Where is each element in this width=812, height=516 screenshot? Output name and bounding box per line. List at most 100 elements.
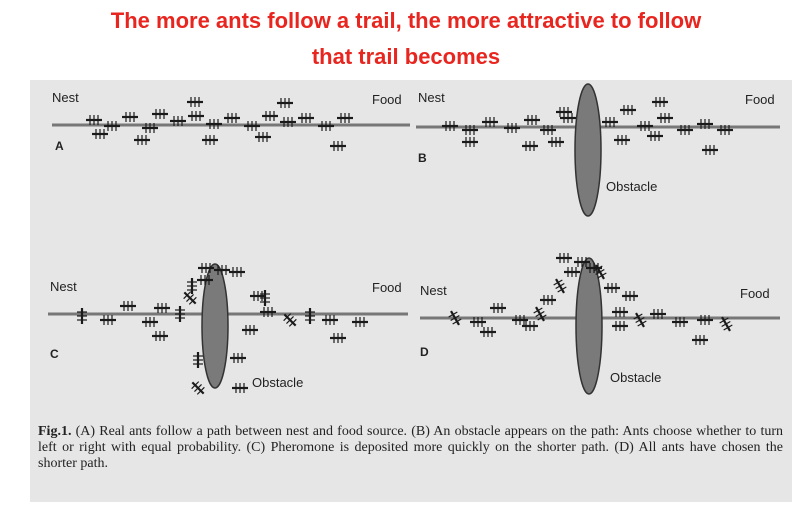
ant-icon [134,135,150,145]
ant-icon [647,131,663,141]
ant-icon [122,112,138,122]
ant-icon [183,291,197,305]
ant-icon [142,317,158,327]
ant-icon [564,267,580,277]
ant-icon [92,129,108,139]
nest-label-d: Nest [420,283,447,298]
panel-letter-a: A [55,139,64,153]
ant-icon [298,113,314,123]
ant-icon [650,309,666,319]
ant-icon [197,275,213,285]
ant-icon [677,125,693,135]
ant-icon [548,137,564,147]
ant-icon [657,113,673,123]
ant-icon [637,121,653,131]
ant-icon [522,321,538,331]
panel-b: Nest Food B Obstacle [416,83,780,217]
ant-icon [522,141,538,151]
ant-icon [330,141,346,151]
ant-icon [614,135,630,145]
obstacle-label-b: Obstacle [606,179,657,194]
obstacle-c [201,263,229,389]
panel-letter-b: B [418,151,427,165]
ant-icon [462,137,478,147]
ant-icon [692,335,708,345]
ant-icon [193,352,203,368]
ant-icon [187,278,197,294]
ant-icon [533,306,547,322]
ant-icon [206,119,222,129]
ant-icon [202,135,218,145]
ant-icon [86,115,102,125]
ant-icon [719,316,733,332]
ant-icon [448,310,462,326]
ant-icon [260,307,276,317]
panel-letter-d: D [420,345,429,359]
ant-icon [214,265,230,275]
nest-label-b: Nest [418,90,445,105]
obstacle-d [575,257,603,395]
ant-icon [77,308,87,324]
ant-icon [230,353,246,363]
food-label-c: Food [372,280,402,295]
ant-icon [229,267,245,277]
ant-icon [490,303,506,313]
ant-icon [612,307,628,317]
ants-group-d [448,253,733,345]
ant-icon [250,291,266,301]
ant-icon [553,278,567,294]
ant-icon [198,263,214,273]
ant-icon [277,98,293,108]
ant-icon [337,113,353,123]
food-label-a: Food [372,92,402,107]
ant-icon [620,105,636,115]
caption-text: (A) Real ants follow a path between nest… [38,424,783,471]
ant-icon [255,132,271,142]
ants-group-b [442,97,733,155]
ant-icon [524,115,540,125]
ant-icon [504,123,520,133]
ant-icon [604,283,620,293]
ant-icon [462,125,478,135]
panel-d: Nest Food D Obstacle [420,253,780,395]
ant-icon [224,113,240,123]
nest-label-c: Nest [50,279,77,294]
ant-icon [622,291,638,301]
ant-icon [100,315,116,325]
ant-icon [717,125,733,135]
ant-icon [586,263,602,273]
ant-icon [152,331,168,341]
ant-icon [442,121,458,131]
ant-icon [556,253,572,263]
title-line-1: The more ants follow a trail, the more a… [110,8,702,33]
ant-icon [612,321,628,331]
ants-group-a [86,97,353,151]
ant-icon [187,97,203,107]
ant-icon [120,301,136,311]
ant-icon [191,381,205,395]
food-label-d: Food [740,286,770,301]
panel-a: Nest Food A [52,90,410,153]
ant-icon [242,325,258,335]
ants-group-c [77,263,368,395]
ant-icon [260,290,270,306]
ant-icon [512,315,528,325]
ant-icon [702,145,718,155]
ant-icon [470,317,486,327]
ant-icon [540,295,556,305]
ant-icon [170,116,186,126]
obstacle-label-c: Obstacle [252,375,303,390]
ant-icon [244,121,260,131]
obstacle-label-d: Obstacle [610,370,661,385]
ant-icon [280,117,296,127]
ant-icon [633,312,647,328]
ant-icon [283,313,297,327]
panel-c: Nest Food C Obstacle [48,263,408,395]
ant-icon [480,327,496,337]
ant-icon [352,317,368,327]
panel-letter-c: C [50,347,59,361]
ant-icon [652,97,668,107]
ant-icon [330,333,346,343]
caption-label: Fig.1. [38,424,72,439]
figure-caption: Fig.1. (A) Real ants follow a path betwe… [38,424,783,472]
